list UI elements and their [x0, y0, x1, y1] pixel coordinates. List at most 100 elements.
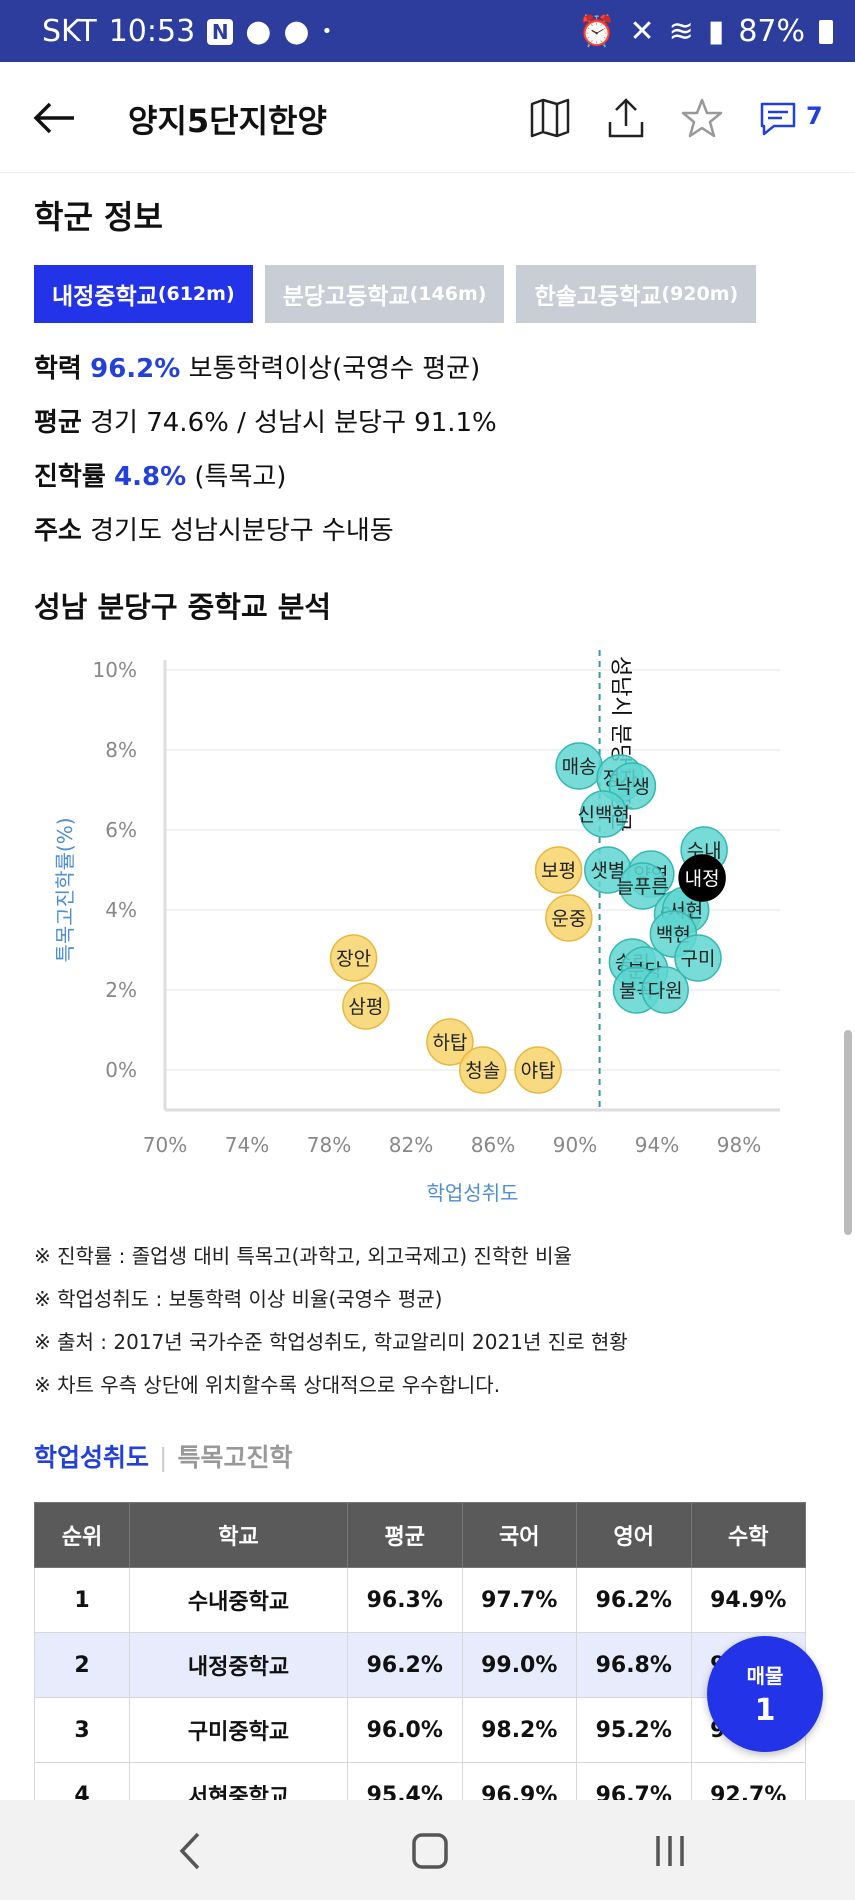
info-academic-label: 학력 — [34, 354, 82, 384]
data-point — [641, 966, 689, 1014]
y-tick-label: 0% — [105, 1058, 137, 1082]
cell-english: 96.2% — [576, 1567, 692, 1633]
info-address-label: 주소 — [34, 516, 82, 546]
cell-school: 구미중학교 — [129, 1697, 348, 1763]
section-title-analysis: 성남 분당구 중학교 분석 — [34, 590, 332, 624]
note-2: ※ 학업성취도 : 보통학력 이상 비율(국영수 평균) — [34, 1287, 443, 1311]
info-average-value: 경기 74.6% / 성남시 분당구 91.1% — [90, 408, 497, 438]
tab-school-3-name: 한솔고등학교 — [534, 284, 662, 310]
data-point-label: 하탑 — [432, 1032, 467, 1054]
tab-school-2[interactable]: 분당고등학교 (146m) — [264, 265, 505, 323]
info-academic: 학력 96.2% 보통학력이상(국영수 평균) — [34, 348, 480, 385]
cell-school: 수내중학교 — [129, 1567, 348, 1633]
listings-fab-button[interactable]: 매물 1 — [707, 1636, 823, 1752]
tab-school-1[interactable]: 내정중학교 (612m) — [34, 265, 253, 323]
x-tick-label: 94% — [635, 1133, 679, 1157]
note-4: ※ 차트 우측 상단에 위치할수록 상대적으로 우수합니다. — [34, 1373, 501, 1397]
message-notification-icon: ● — [283, 14, 310, 49]
cell-math: 94.9% — [690, 1567, 806, 1633]
map-icon[interactable] — [528, 96, 572, 140]
alarm-icon: ⏰ — [578, 14, 616, 49]
star-icon[interactable] — [680, 96, 724, 140]
x-tick-label: 78% — [307, 1133, 351, 1157]
fab-count: 1 — [754, 1693, 776, 1728]
fab-label: 매물 — [746, 1664, 784, 1688]
data-point-label: 샛별 — [590, 860, 625, 882]
tab-school-2-name: 분당고등학교 — [282, 284, 410, 310]
scatter-chart: 10% 8% 6% 4% 2% 0% 70% 74% 78% 82% 86% 90% 94% 98% 학업성… — [0, 640, 855, 1220]
comment-icon[interactable] — [756, 96, 800, 140]
nav-recents-icon[interactable] — [640, 1826, 700, 1876]
status-right: ⏰ ✕ ≋ ▮ 87% — [578, 14, 833, 49]
battery-percent: 87% — [738, 14, 805, 49]
clock: 10:53 — [108, 14, 196, 49]
tab-school-2-dist: (146m) — [409, 283, 487, 305]
tab-school-3[interactable]: 한솔고등학교 (920m) — [516, 265, 757, 323]
data-point — [674, 934, 722, 982]
scrollbar[interactable] — [844, 1030, 852, 1235]
app-header: 양지5단지한양 7 — [0, 62, 855, 173]
info-academic-value: 96.2% — [90, 354, 181, 384]
page-title: 양지5단지한양 — [128, 102, 327, 140]
share-icon[interactable] — [604, 96, 648, 140]
naver-notification-icon: N — [207, 18, 234, 45]
y-tick-label: 10% — [93, 658, 137, 682]
col-english: 영어 — [576, 1502, 692, 1568]
data-point — [618, 862, 667, 910]
cell-english: 96.8% — [576, 1632, 692, 1698]
ranking-subtabs: 학업성취도 | 특목고진학 — [34, 1438, 292, 1474]
subtab-achievement[interactable]: 학업성취도 — [34, 1443, 150, 1472]
back-arrow-icon[interactable] — [32, 100, 76, 136]
x-tick-label: 70% — [143, 1133, 187, 1157]
cell-korean: 98.2% — [461, 1697, 577, 1763]
cell-school: 내정중학교 — [129, 1632, 348, 1698]
data-point-label: 청솔 — [465, 1060, 500, 1082]
comment-count[interactable]: 7 — [806, 102, 823, 130]
info-academic-desc: 보통학력이상(국영수 평균) — [188, 354, 481, 384]
nav-home-icon[interactable] — [400, 1826, 460, 1876]
info-average: 평균 경기 74.6% / 성남시 분당구 91.1% — [34, 402, 497, 439]
table-row[interactable]: 1 수내중학교 96.3% 97.7% 96.2% 94.9% — [34, 1567, 806, 1633]
status-left: SKT 10:53 N ● ● • — [42, 14, 332, 49]
cell-average: 96.2% — [347, 1632, 463, 1698]
tab-school-1-name: 내정중학교 — [52, 284, 158, 310]
info-advance-desc: (특목고) — [194, 462, 287, 492]
data-point-label: 장안 — [336, 948, 371, 970]
dot-icon: • — [321, 21, 333, 42]
y-tick-label: 6% — [105, 818, 137, 842]
table-row[interactable]: 3 구미중학교 96.0% 98.2% 95.2% 94.6% — [34, 1697, 806, 1763]
data-point-label: 내정 — [685, 868, 720, 890]
col-math: 수학 — [690, 1502, 806, 1568]
info-advance-label: 진학률 — [34, 462, 106, 492]
x-tick-label: 74% — [225, 1133, 269, 1157]
tab-school-1-dist: (612m) — [157, 283, 235, 305]
data-point — [426, 1018, 474, 1066]
data-point — [534, 846, 583, 894]
signal-icon: ▮ — [707, 14, 725, 49]
carrier: SKT — [42, 14, 97, 49]
data-point-label: 늘푸른 — [616, 876, 668, 898]
col-average: 평균 — [347, 1502, 463, 1568]
data-point-label: 야탑 — [521, 1060, 556, 1082]
section-title-school: 학군 정보 — [34, 198, 163, 236]
y-tick-label: 8% — [105, 738, 137, 762]
nav-back-icon[interactable] — [162, 1826, 222, 1876]
subtab-divider: | — [159, 1443, 168, 1472]
cell-average: 96.0% — [347, 1697, 463, 1763]
data-point-label: 매송 — [562, 756, 597, 778]
table-row-highlighted[interactable]: 2 내정중학교 96.2% 99.0% 96.8% 92.8% — [34, 1632, 806, 1698]
info-address-value: 경기도 성남시분당구 수내동 — [90, 516, 394, 546]
info-address: 주소 경기도 성남시분당구 수내동 — [34, 510, 394, 547]
battery-icon — [819, 19, 833, 44]
data-point — [608, 762, 657, 810]
cell-rank: 3 — [34, 1697, 130, 1763]
cell-average: 96.3% — [347, 1567, 463, 1633]
info-average-label: 평균 — [34, 408, 82, 438]
school-tabs: 내정중학교 (612m) 분당고등학교 (146m) 한솔고등학교 (920m) — [34, 265, 757, 323]
data-point-label: 운중 — [551, 908, 586, 930]
cell-korean: 97.7% — [461, 1567, 577, 1633]
subtab-special-school[interactable]: 특목고진학 — [177, 1443, 293, 1472]
data-point — [514, 1046, 562, 1094]
data-point-label: 삼평 — [348, 996, 383, 1018]
col-rank: 순위 — [34, 1502, 130, 1568]
